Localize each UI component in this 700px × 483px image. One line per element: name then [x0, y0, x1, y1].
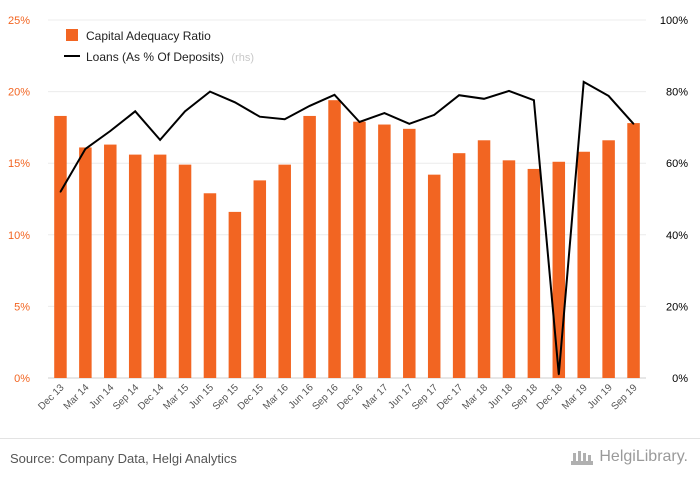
line-series [59, 80, 635, 376]
footer-divider [0, 438, 700, 439]
line-path [59, 80, 635, 375]
bar [353, 121, 366, 378]
x-tick-label: Dec 18 [535, 382, 565, 412]
line-point [283, 118, 286, 120]
x-tick-label: Sep 18 [510, 382, 540, 412]
bar [178, 164, 192, 378]
svg-text:Loans (As % Of Deposits): Loans (As % Of Deposits) (rhs) [86, 50, 254, 64]
bar [502, 160, 516, 378]
line-point [234, 101, 236, 104]
helgi-library-logo[interactable]: HelgiLibrary. [570, 447, 688, 467]
x-tick-label: Mar 14 [62, 382, 92, 412]
x-tick-label: Mar 17 [361, 382, 391, 412]
bar [577, 151, 590, 378]
legend-bar-swatch [66, 29, 78, 41]
bar [79, 147, 92, 378]
x-tick-label: Sep 14 [111, 382, 141, 412]
bar [477, 140, 491, 378]
left-tick-label: 10% [8, 230, 30, 242]
line-point [582, 81, 585, 83]
line-point [59, 191, 62, 193]
left-tick-label: 25% [8, 15, 30, 27]
line-point [632, 123, 635, 125]
legend-bar-label: Capital Adequacy Ratio [86, 29, 211, 43]
logo-text: HelgiLibrary. [599, 448, 688, 465]
bar [278, 164, 291, 378]
right-tick-label: 60% [666, 158, 688, 170]
left-tick-label: 0% [14, 373, 30, 385]
line-point [159, 139, 161, 141]
line-point [408, 123, 411, 125]
x-tick-label: Dec 17 [435, 382, 465, 412]
right-tick-label: 40% [666, 230, 688, 242]
line-point [607, 95, 610, 97]
legend-rhs-suffix: (rhs) [231, 52, 254, 64]
line-point [184, 110, 186, 113]
right-tick-label: 100% [660, 15, 688, 27]
bar [128, 154, 142, 378]
bar [303, 115, 316, 378]
x-tick-label: Sep 16 [310, 382, 340, 412]
x-tick-label: Dec 16 [335, 382, 365, 412]
line-point [533, 99, 535, 101]
line-point [134, 110, 137, 113]
line-point [258, 115, 261, 118]
bar [627, 123, 640, 378]
legend-line-label: Loans (As % Of Deposits) [86, 50, 224, 64]
line-point [358, 121, 361, 123]
bar [328, 100, 341, 378]
left-tick-label: 5% [14, 301, 30, 313]
x-tick-label: Mar 16 [261, 382, 291, 412]
line-point [109, 130, 112, 132]
line-point [333, 94, 336, 96]
x-tick-label: Dec 13 [36, 382, 66, 412]
bar [452, 153, 466, 378]
x-tick-label: Sep 17 [410, 382, 440, 412]
x-tick-label: Mar 19 [560, 382, 590, 412]
x-tick-label: Mar 15 [161, 382, 191, 412]
bar [203, 193, 217, 378]
bar [228, 211, 242, 378]
bar [427, 174, 441, 378]
line-point [433, 114, 436, 116]
bar [403, 128, 416, 378]
bar [378, 124, 391, 378]
right-tick-label: 0% [672, 373, 688, 385]
right-tick-label: 20% [666, 301, 688, 313]
bar [602, 140, 615, 378]
line-point [458, 94, 460, 96]
x-tick-label: Sep 19 [609, 382, 639, 412]
right-tick-label: 80% [666, 87, 688, 99]
line-point [84, 148, 87, 150]
right-axis-ticks: 0% 20% 40% 60% 80% 100% [660, 15, 688, 385]
line-point [308, 105, 311, 107]
bar-series [54, 100, 640, 378]
bar [253, 180, 267, 378]
x-tick-label: Mar 18 [460, 382, 490, 412]
x-tick-label: Sep 15 [211, 382, 241, 412]
line-point [508, 90, 510, 92]
left-axis-ticks: 0% 5% 10% 15% 20% 25% [8, 15, 30, 385]
gridlines [48, 19, 646, 379]
x-tick-label: Dec 14 [136, 382, 166, 412]
left-tick-label: 15% [8, 158, 30, 170]
library-building-icon [571, 451, 594, 465]
legend: Capital Adequacy Ratio Loans (As % Of De… [64, 29, 254, 64]
line-point [557, 373, 560, 376]
bar [527, 168, 541, 378]
line-point [383, 112, 386, 114]
left-tick-label: 20% [8, 87, 30, 99]
line-point [483, 97, 485, 100]
bar [153, 154, 167, 378]
chart-area: 0% 5% 10% 15% 20% 25% 0% 20% 40% 60% 80% 100% Dec … [8, 15, 688, 413]
bar [54, 115, 67, 378]
bar [552, 161, 566, 378]
x-tick-label: Dec 15 [236, 382, 266, 412]
source-note: Source: Company Data, Helgi Analytics [10, 451, 237, 466]
bar [104, 144, 117, 378]
line-point [209, 90, 211, 93]
